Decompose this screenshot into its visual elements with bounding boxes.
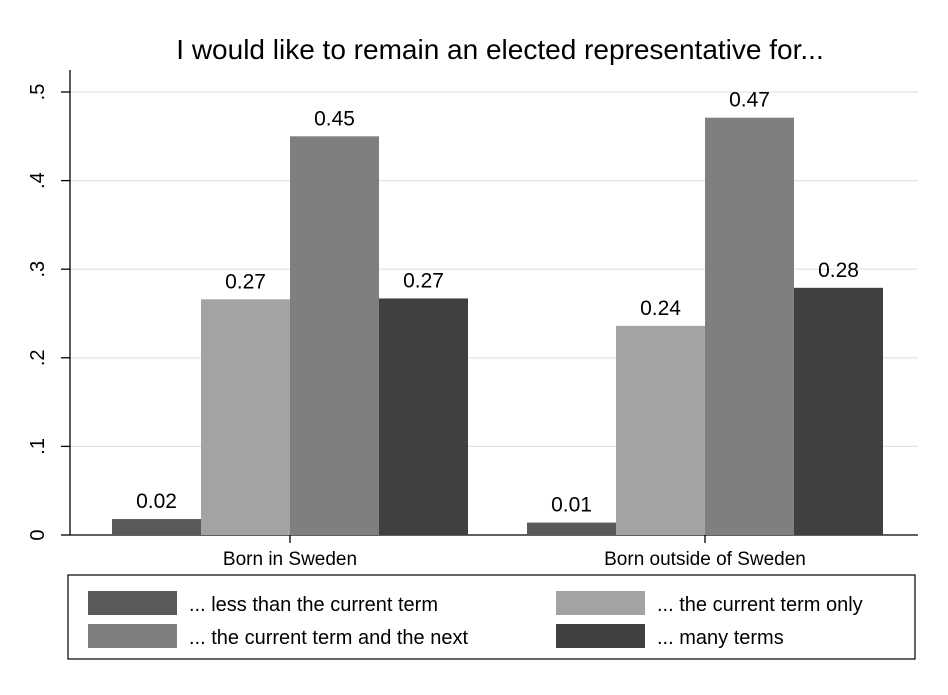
chart-title: I would like to remain an elected repres… bbox=[176, 34, 823, 65]
y-tick-label: .2 bbox=[27, 349, 49, 366]
data-label: 0.45 bbox=[314, 107, 355, 130]
bar bbox=[201, 299, 290, 535]
data-label: 0.01 bbox=[551, 494, 592, 517]
x-tick-label: Born outside of Sweden bbox=[604, 549, 806, 570]
data-label: 0.28 bbox=[818, 259, 859, 282]
legend-swatch bbox=[556, 591, 645, 615]
bar bbox=[527, 522, 616, 535]
legend-label: ... less than the current term bbox=[189, 594, 438, 616]
data-label: 0.27 bbox=[225, 270, 266, 293]
data-label: 0.24 bbox=[640, 297, 681, 320]
y-tick-label: .4 bbox=[27, 172, 49, 189]
y-tick-label: .1 bbox=[27, 438, 49, 455]
legend-box bbox=[67, 574, 916, 660]
bars bbox=[112, 117, 883, 536]
legend-swatch bbox=[556, 624, 645, 648]
legend-label: ... the current term only bbox=[657, 594, 863, 616]
y-tick-label: 0 bbox=[27, 529, 49, 540]
legend-label: ... the current term and the next bbox=[189, 627, 468, 649]
x-tick-label: Born in Sweden bbox=[223, 549, 357, 570]
bar bbox=[705, 117, 794, 535]
y-tick-label: .3 bbox=[27, 261, 49, 278]
data-label: 0.47 bbox=[729, 89, 770, 112]
legend-label: ... many terms bbox=[657, 627, 784, 649]
bar bbox=[616, 325, 705, 535]
bar bbox=[290, 136, 379, 536]
legend: ... less than the current term ... the cu… bbox=[67, 574, 916, 660]
y-tick-label: .5 bbox=[27, 84, 49, 101]
bar bbox=[112, 519, 201, 535]
legend-swatch bbox=[88, 624, 177, 648]
bar bbox=[794, 287, 883, 535]
bar bbox=[379, 298, 468, 535]
data-label: 0.27 bbox=[403, 269, 444, 292]
data-labels: 0.02 0.27 0.45 0.27 0.01 0.24 0.47 0.28 bbox=[136, 89, 859, 517]
legend-swatch bbox=[88, 591, 177, 615]
data-label: 0.02 bbox=[136, 490, 177, 513]
